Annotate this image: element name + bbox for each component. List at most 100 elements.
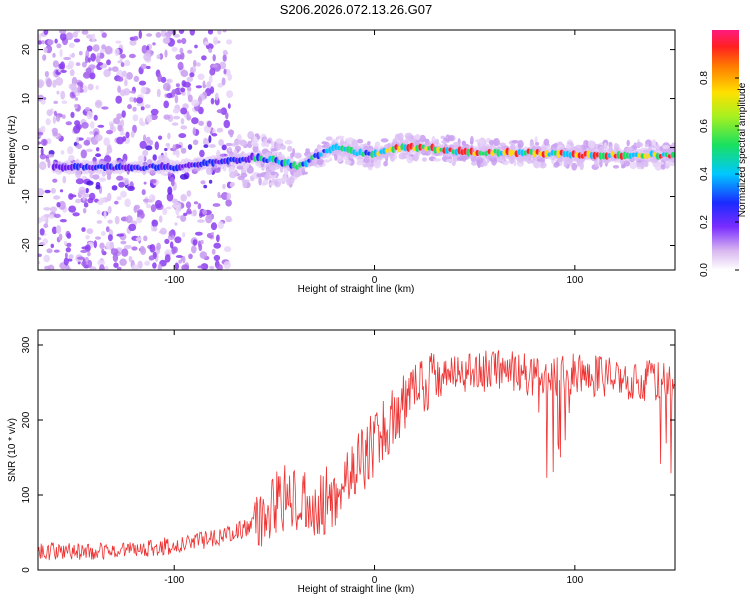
spectral-speckle (212, 203, 221, 207)
spectral-speckle (86, 228, 94, 235)
spectral-speckle (543, 138, 550, 146)
spectral-speckle (47, 159, 51, 169)
snr-y-axis-label: SNR (10 * v/v) (7, 418, 18, 482)
spectral-speckle (461, 140, 467, 147)
spectral-speckle (92, 44, 100, 52)
spectral-speckle (398, 152, 407, 160)
spectral-speckle (145, 145, 153, 151)
spectral-speckle (180, 117, 185, 125)
spectral-speckle (81, 261, 87, 267)
spectral-speckle (69, 83, 77, 91)
spectral-speckle (256, 173, 263, 178)
spectral-speckle (225, 112, 229, 120)
spectral-speckle (208, 74, 213, 84)
spectral-speckle (223, 51, 229, 56)
spectral-speckle (157, 73, 162, 82)
spectral-speckle (127, 104, 132, 110)
spectral-speckle (192, 127, 197, 136)
spectral-speckle (169, 241, 174, 249)
spectral-speckle (59, 219, 67, 223)
spectral-speckle (183, 212, 188, 216)
spectral-speckle (53, 195, 61, 200)
spectral-speckle (186, 208, 192, 214)
spectral-speckle (124, 80, 128, 87)
spectral-speckle (222, 183, 226, 190)
spectral-speckle (145, 136, 151, 144)
x-tick-label: 100 (566, 575, 583, 586)
spectral-speckle (86, 34, 94, 39)
spectral-speckle (373, 159, 381, 169)
x-tick-label: 0 (372, 275, 378, 286)
spectral-speckle (158, 215, 163, 223)
spectral-speckle (141, 189, 146, 196)
spectral-speckle (65, 121, 73, 126)
spectral-speckle (43, 30, 49, 35)
spectral-speckle (210, 265, 215, 270)
spectral-speckle (212, 54, 216, 62)
spectral-speckle (135, 237, 142, 241)
spectral-speckle (107, 234, 113, 242)
spectral-speckle (156, 242, 162, 251)
spectral-speckle (208, 144, 216, 148)
spectral-speckle (101, 248, 105, 254)
spectral-speckle (74, 104, 79, 108)
spectral-speckle (89, 72, 96, 80)
spectral-speckle (211, 232, 214, 236)
spectral-speckle (96, 220, 103, 224)
spectral-speckle (140, 121, 146, 127)
spectral-speckle (456, 156, 464, 161)
spectral-speckle (56, 43, 62, 49)
spectral-speckle (229, 171, 237, 179)
spectral-speckle (269, 182, 274, 187)
spectral-speckle (140, 63, 147, 69)
y-tick-label: 20 (21, 44, 32, 56)
spectral-speckle (179, 47, 184, 54)
spectral-speckle (234, 139, 241, 146)
spectral-speckle (325, 136, 333, 141)
spectral-speckle (146, 33, 153, 37)
spectral-speckle (228, 146, 232, 152)
spectral-speckle (80, 249, 88, 253)
spectral-speckle (612, 165, 620, 169)
spectral-speckle (59, 189, 64, 193)
spectral-speckle (61, 114, 66, 119)
spectral-speckle (660, 164, 666, 170)
spectral-speckle (39, 153, 47, 160)
y-tick-label: 200 (21, 411, 32, 428)
spectral-speckle (164, 31, 172, 38)
spectral-speckle (52, 178, 58, 183)
spectral-speckle (124, 244, 132, 249)
spectral-speckle (571, 162, 578, 171)
spectral-speckle (554, 161, 560, 166)
spectral-speckle (125, 131, 130, 139)
spectral-speckle (73, 125, 81, 134)
spectral-speckle (81, 122, 89, 129)
spectral-speckle (40, 125, 46, 133)
spectral-speckle (107, 205, 112, 214)
spectral-speckle (179, 173, 188, 180)
spectral-speckle (261, 182, 267, 186)
spectral-speckle (41, 40, 45, 45)
spectral-speckle (101, 32, 107, 38)
spectral-speckle (115, 40, 122, 44)
spectral-speckle (344, 159, 352, 165)
spectral-speckle (52, 60, 60, 68)
spectral-speckle (164, 147, 168, 152)
spectral-speckle (97, 200, 104, 205)
spectral-speckle (38, 253, 42, 257)
spectral-speckle (180, 52, 185, 60)
x-tick-label: -100 (164, 575, 184, 586)
spectral-speckle (94, 134, 103, 142)
spectral-speckle (104, 265, 109, 270)
spectral-speckle (67, 258, 73, 262)
spectral-speckle (103, 137, 110, 147)
spectral-speckle (74, 97, 79, 101)
spectral-speckle (86, 110, 93, 120)
spectral-speckle (83, 139, 91, 146)
spectral-speckle (226, 192, 232, 200)
spectral-speckle (59, 48, 63, 58)
spectral-speckle (180, 107, 188, 115)
spectral-speckle (186, 76, 194, 82)
spectral-speckle (621, 164, 625, 169)
spectral-speckle (84, 107, 91, 112)
